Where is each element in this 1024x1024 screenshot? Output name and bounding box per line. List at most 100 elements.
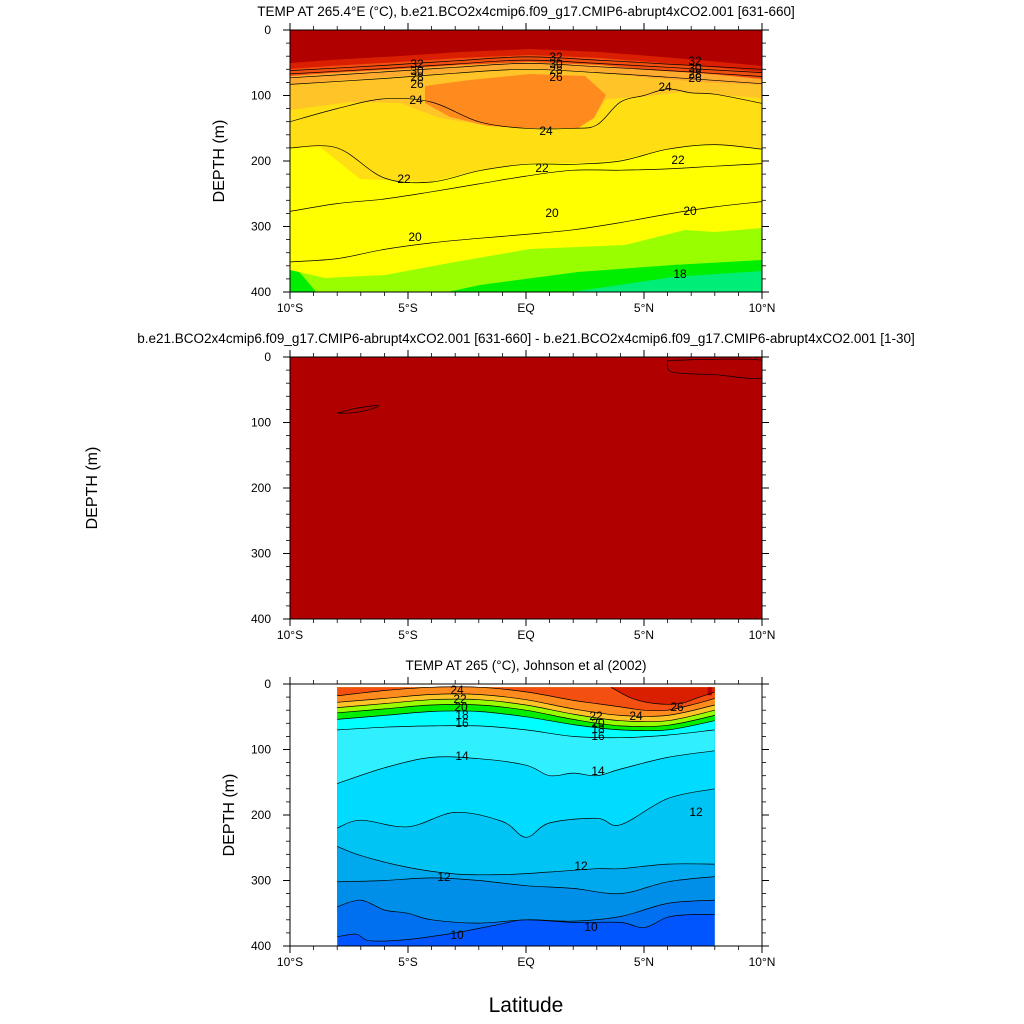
x-tick-label: 10°N — [749, 628, 776, 642]
panel-1-clabel: 30 — [410, 64, 424, 78]
panel-1-clabel: 28 — [549, 63, 563, 77]
contour-line — [290, 144, 762, 184]
panel-1-clabel: 32 — [549, 50, 563, 64]
panel-3-clabel: 20 — [454, 700, 468, 714]
panel-1-clabel: 28 — [410, 70, 424, 84]
panel-2-contour-lines — [337, 358, 762, 414]
panel-1-fill-gt32 — [290, 30, 762, 66]
panel-3-contour-labels: 24 22 20 18 16 22 20 18 16 24 26 14 14 1… — [437, 683, 703, 942]
panel-3-clabel: 12 — [574, 859, 588, 873]
x-tick-label: 5°N — [634, 301, 654, 315]
panel-2-plot-area — [290, 357, 762, 619]
panel-1-clabel: 24 — [409, 93, 423, 107]
y-tick-label: 100 — [251, 743, 271, 757]
contour-line — [337, 405, 379, 414]
panel-3-clabel: 10 — [450, 928, 464, 942]
y-tick-label: 400 — [251, 285, 271, 299]
contour-line — [290, 88, 762, 130]
panel-2-title: b.e21.BCO2x4cmip6.f09_g17.CMIP6-abrupt4x… — [137, 331, 914, 346]
panel-1-axes: 10°S 5°S EQ 5°N 10°N 0 100 200 300 400 — [251, 23, 775, 315]
panel-3-clabel: 22 — [453, 692, 467, 706]
y-tick-label: 100 — [251, 416, 271, 430]
x-tick-label: 10°N — [749, 955, 776, 969]
x-tick-label: EQ — [517, 628, 534, 642]
panel-2-y-axis-title: DEPTH (m) — [84, 447, 101, 530]
panel-1-model-temperature: TEMP AT 265.4°E (°C), b.e21.BCO2x4cmip6.… — [211, 4, 795, 315]
y-tick-label: 0 — [264, 677, 271, 691]
panel-1-plot-area — [290, 30, 762, 292]
contour-line — [290, 68, 762, 85]
panel-3-clabel: 22 — [589, 709, 603, 723]
panel-1-contour-lines — [290, 56, 762, 263]
panel-1-clabel: 32 — [410, 57, 424, 71]
contour-line — [337, 704, 715, 727]
x-tick-label: 5°S — [398, 955, 417, 969]
x-tick-label: 5°S — [398, 301, 417, 315]
contour-line — [337, 750, 715, 784]
panel-1-clabel: 26 — [410, 77, 424, 91]
contour-line — [337, 788, 715, 838]
x-tick-label: EQ — [517, 301, 534, 315]
panel-3-clabel: 18 — [591, 722, 605, 736]
panel-2-temperature-difference: b.e21.BCO2x4cmip6.f09_g17.CMIP6-abrupt4x… — [84, 331, 915, 642]
y-tick-label: 300 — [251, 874, 271, 888]
panel-3-clabel: 16 — [591, 729, 605, 743]
y-tick-label: 0 — [264, 350, 271, 364]
x-tick-label: 5°S — [398, 628, 417, 642]
contour-line — [337, 725, 715, 739]
panel-3-y-axis-title: DEPTH (m) — [221, 774, 238, 857]
panel-1-clabel: 22 — [671, 153, 685, 167]
x-tick-label: 10°S — [277, 628, 303, 642]
panel-3-clabel: 24 — [450, 683, 464, 697]
panel-3-clabel: 10 — [584, 920, 598, 934]
contour-line — [337, 846, 715, 876]
x-tick-label: 5°N — [634, 955, 654, 969]
contour-line — [290, 163, 762, 212]
y-tick-label: 300 — [251, 220, 271, 234]
contour-line — [290, 56, 762, 71]
panel-3-clabel: 20 — [591, 716, 605, 730]
y-tick-label: 300 — [251, 547, 271, 561]
panel-2-fill — [290, 357, 762, 619]
panel-3-axes: 10°S 5°S EQ 5°N 10°N 0 100 200 300 400 — [251, 677, 775, 969]
panel-1-clabel: 20 — [545, 206, 559, 220]
contour-line — [290, 63, 762, 79]
panel-3-title: TEMP AT 265 (°C), Johnson et al (2002) — [405, 658, 646, 673]
y-tick-label: 200 — [251, 154, 271, 168]
contour-line — [610, 686, 715, 705]
panel-1-clabel: 30 — [549, 57, 563, 71]
panel-1-contour-labels: 32 30 28 26 32 30 28 26 32 30 28 26 24 2… — [397, 50, 702, 281]
panel-1-clabel: 24 — [539, 124, 553, 138]
contour-line — [337, 899, 715, 924]
y-tick-label: 200 — [251, 481, 271, 495]
contour-line — [337, 686, 715, 712]
y-tick-label: 400 — [251, 612, 271, 626]
panel-3-clabel: 12 — [689, 805, 703, 819]
x-tick-label: 10°S — [277, 955, 303, 969]
panel-3-clabel: 26 — [670, 700, 684, 714]
panel-1-clabel: 22 — [397, 172, 411, 186]
contour-line — [666, 358, 762, 379]
panel-3-plot-area — [290, 684, 762, 946]
x-tick-label: 10°N — [749, 301, 776, 315]
panel-3-clabel: 24 — [629, 709, 643, 723]
x-tick-label: EQ — [517, 955, 534, 969]
panel-3-hotspot — [707, 687, 712, 696]
contour-line — [290, 201, 762, 263]
panel-1-clabel: 18 — [673, 267, 687, 281]
contour-line — [337, 914, 715, 942]
panel-3-contour-lines — [337, 686, 715, 942]
x-tick-label: 5°N — [634, 628, 654, 642]
panel-1-clabel: 32 — [688, 54, 702, 68]
panel-1-clabel: 28 — [688, 67, 702, 81]
panel-3-observed-temperature: TEMP AT 265 (°C), Johnson et al (2002) 2… — [221, 658, 775, 969]
panel-1-clabel: 26 — [549, 70, 563, 84]
contour-line — [337, 698, 715, 723]
contour-line — [337, 876, 715, 895]
y-tick-label: 200 — [251, 808, 271, 822]
panel-1-clabel: 22 — [535, 161, 549, 175]
panel-3-fill-gt26 — [611, 687, 715, 705]
y-tick-label: 0 — [264, 23, 271, 37]
contour-line — [290, 59, 762, 75]
